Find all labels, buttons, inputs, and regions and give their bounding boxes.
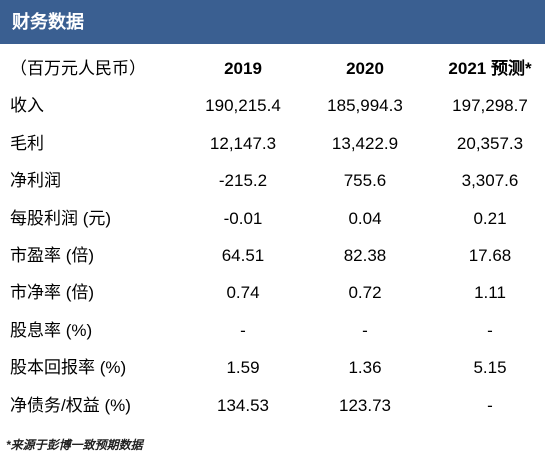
cell-value: 12,147.3 [209,133,277,153]
cell-value: 3,307.6 [461,171,519,191]
row-label: 毛利 [10,133,44,153]
cell-value: 1.59 [226,358,260,378]
cell-value: 1.36 [348,358,382,378]
cell-value: - [487,395,493,415]
cell-value: 185,994.3 [327,96,403,116]
table-row: 每股利润 (元) -0.01 0.04 0.21 [0,200,545,237]
table-row: 市净率 (倍) 0.74 0.72 1.11 [0,274,545,311]
cell-value: 17.68 [468,245,512,265]
cell-value: 0.74 [226,283,260,303]
cell-value: -215.2 [218,171,268,191]
cell-value: 0.21 [473,208,507,228]
table-row: 毛利 12,147.3 13,422.9 20,357.3 [0,125,545,162]
cell-value: 0.04 [348,208,382,228]
cell-value: 1.11 [474,283,506,303]
cell-value: 755.6 [343,171,387,191]
source-footnote: *来源于彭博一致预期数据 [6,438,143,452]
cell-value: 190,215.4 [205,96,281,116]
column-header-2021-forecast: 2021 预测* [448,59,532,78]
table-row: 收入 190,215.4 185,994.3 197,298.7 [0,87,545,124]
cell-value: 197,298.7 [452,96,528,116]
cell-value: 134.53 [217,395,269,415]
cell-value: 20,357.3 [456,133,524,153]
table-row: 市盈率 (倍) 64.51 82.38 17.68 [0,237,545,274]
table-row: 股本回报率 (%) 1.59 1.36 5.15 [0,349,545,386]
column-header-2020: 2020 [346,59,384,78]
section-title: 财务数据 [12,12,84,32]
row-label: 市盈率 (倍) [10,245,95,265]
table-header-row: （百万元人民币） 2019 2020 2021 预测* [0,50,545,87]
financial-data-table: （百万元人民币） 2019 2020 2021 预测* 收入 190,215.4… [0,50,545,424]
row-label: 每股利润 (元) [10,208,112,228]
cell-value: - [240,320,246,340]
row-label: 净债务/权益 (%) [10,395,131,415]
row-label: 收入 [10,96,44,116]
table-row: 净利润 -215.2 755.6 3,307.6 [0,162,545,199]
table-row: 净债务/权益 (%) 134.53 123.73 - [0,387,545,424]
section-header: 财务数据 [0,0,545,44]
row-label: 净利润 [10,171,61,191]
table-row: 股息率 (%) - - - [0,312,545,349]
cell-value: 13,422.9 [331,133,399,153]
cell-value: -0.01 [223,208,263,228]
row-label: 市净率 (倍) [10,283,95,303]
cell-value: - [362,320,368,340]
column-header-2019: 2019 [224,59,262,78]
row-label: 股息率 (%) [10,320,93,340]
cell-value: 5.15 [473,358,507,378]
cell-value: 123.73 [339,395,391,415]
cell-value: 64.51 [221,245,265,265]
cell-value: 82.38 [343,245,387,265]
column-header-unit: （百万元人民币） [10,59,146,78]
cell-value: 0.72 [348,283,382,303]
cell-value: - [487,320,493,340]
row-label: 股本回报率 (%) [10,358,127,378]
